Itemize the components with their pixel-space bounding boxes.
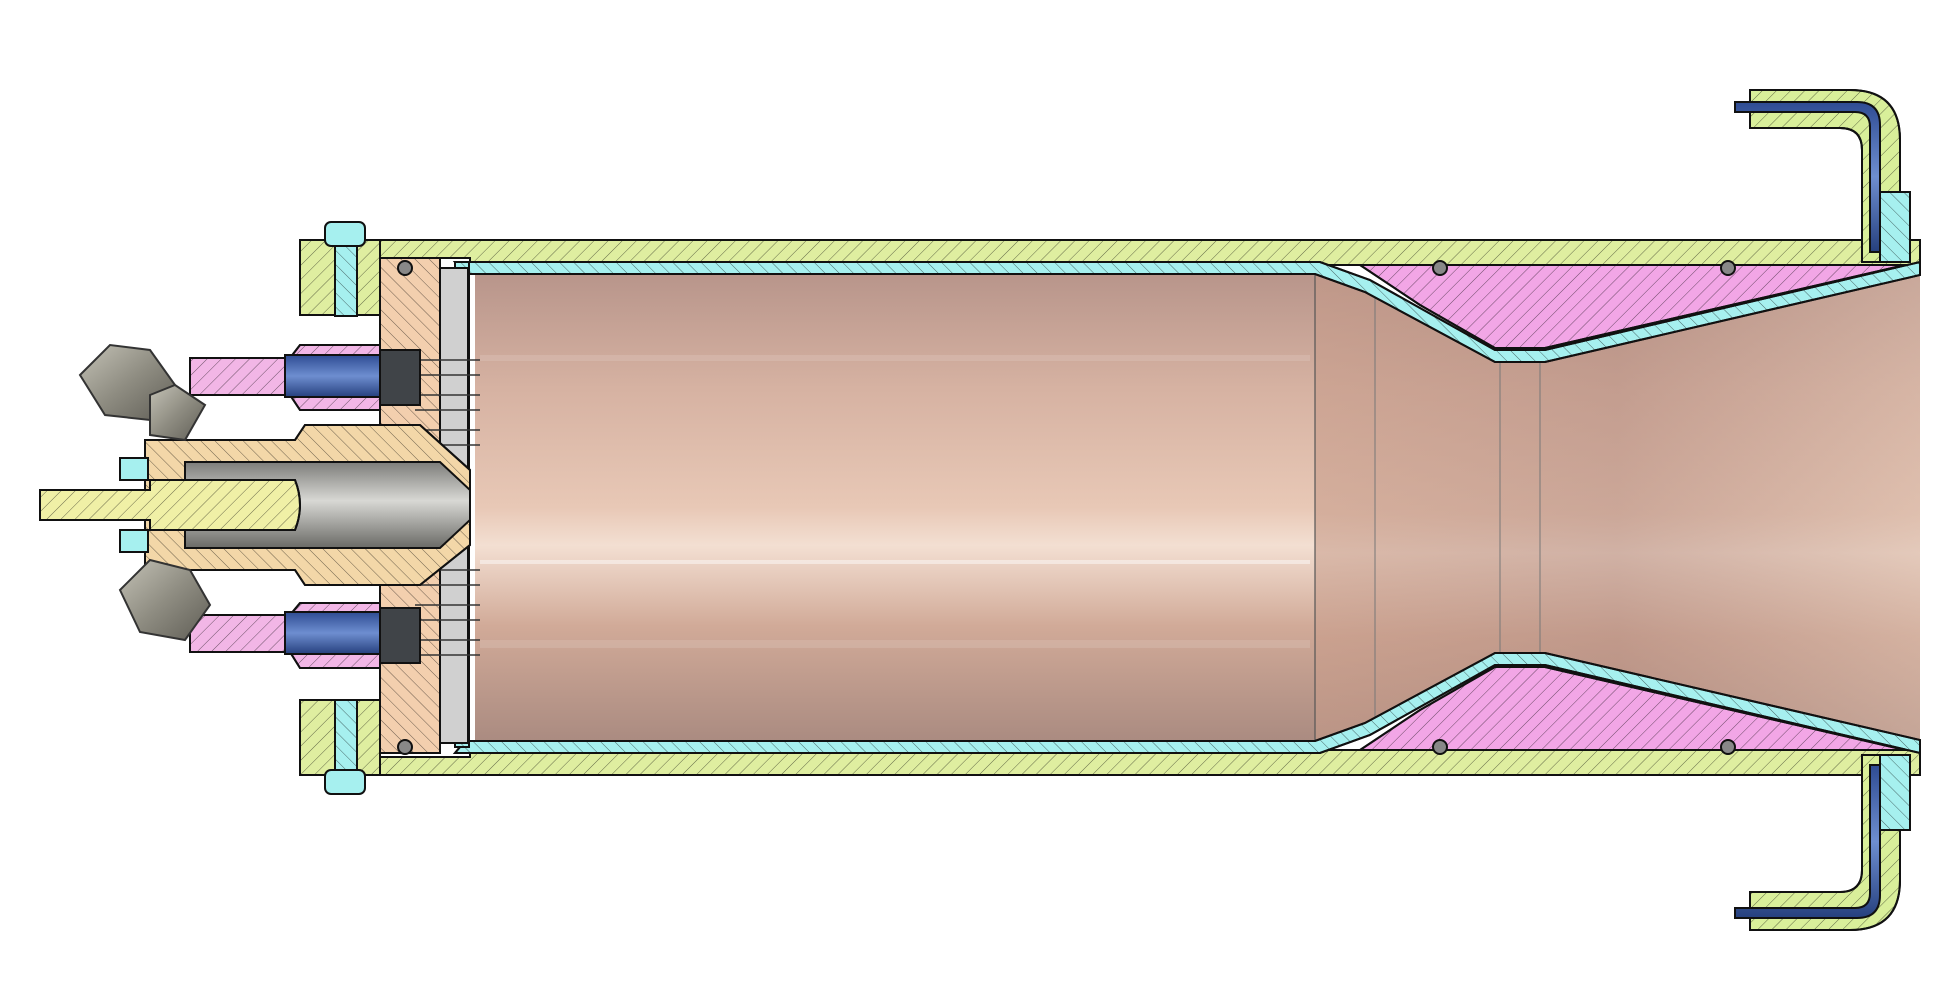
chamber-interior (475, 270, 1920, 758)
feed-fitting-top (189, 344, 421, 411)
feed-fitting-bottom (189, 602, 421, 669)
injector-pins-bottom (415, 569, 480, 656)
flange-bolt-bottom (324, 699, 366, 795)
hex-nut-bottom (118, 558, 212, 642)
coolant-elbow-top (1734, 89, 1911, 263)
coolant-elbow-bottom (1734, 754, 1911, 931)
nozzle-insert (1356, 260, 1906, 755)
flange-bolt-top (324, 221, 366, 317)
igniter-body (144, 424, 471, 586)
igniter-rod (39, 457, 301, 553)
outer-casing (299, 239, 1921, 776)
hex-nut-top (78, 343, 207, 442)
